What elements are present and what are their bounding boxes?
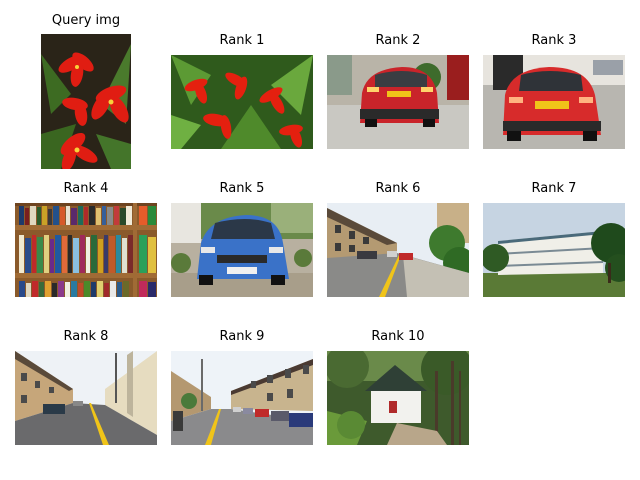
rank-7-image [483, 203, 625, 297]
rank-10-image [327, 351, 469, 445]
rank-2-title: Rank 2 [375, 33, 421, 48]
rank-9-title: Rank 9 [219, 329, 265, 344]
rank-5-title: Rank 5 [219, 181, 265, 196]
rank-8-image [15, 351, 157, 445]
rank-5-image [171, 203, 313, 297]
query-image [41, 34, 131, 169]
rank-4-title: Rank 4 [63, 181, 109, 196]
rank-3-image [483, 55, 625, 149]
rank-9-image [171, 351, 313, 445]
rank-10-title: Rank 10 [371, 329, 425, 344]
rank-8-title: Rank 8 [63, 329, 109, 344]
rank-6-title: Rank 6 [375, 181, 421, 196]
rank-3-title: Rank 3 [531, 33, 577, 48]
rank-7-title: Rank 7 [531, 181, 577, 196]
rank-1-image [171, 55, 313, 149]
query-title: Query img [51, 13, 121, 28]
rank-1-title: Rank 1 [219, 33, 265, 48]
rank-4-image [15, 203, 157, 297]
rank-2-image [327, 55, 469, 149]
rank-6-image [327, 203, 469, 297]
